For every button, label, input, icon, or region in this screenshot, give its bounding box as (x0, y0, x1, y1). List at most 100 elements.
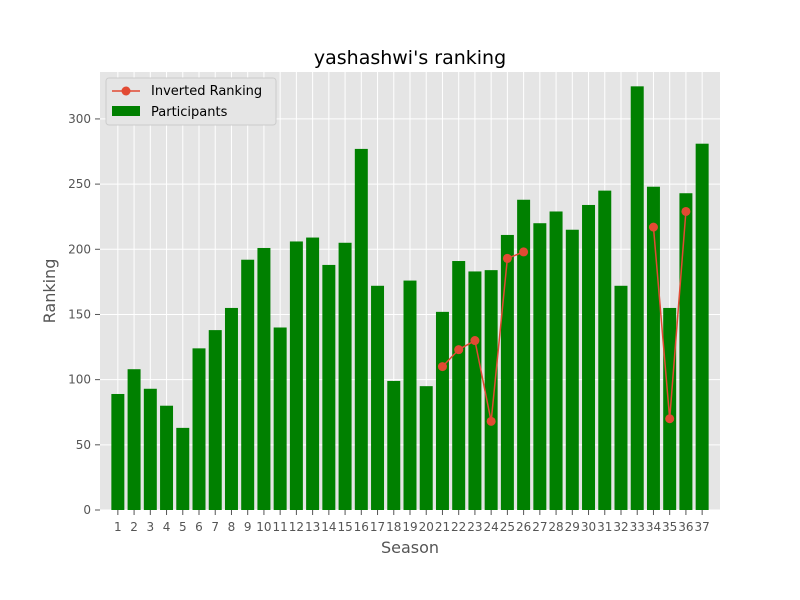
x-tick-label: 31 (597, 520, 612, 534)
x-tick-label: 1 (114, 520, 122, 534)
y-tick-label: 50 (76, 438, 91, 452)
bar (371, 285, 385, 510)
bar (354, 148, 368, 511)
bar (192, 348, 206, 510)
bar (484, 270, 498, 510)
bar (403, 280, 417, 510)
bar (582, 204, 596, 510)
bar (306, 237, 320, 510)
bar (598, 190, 612, 510)
y-tick-label: 100 (68, 373, 91, 387)
bar (111, 393, 125, 510)
y-tick-label: 250 (68, 177, 91, 191)
legend-bar-swatch (112, 106, 140, 116)
x-tick-label: 10 (256, 520, 271, 534)
bar (273, 327, 287, 510)
x-tick-label: 29 (565, 520, 580, 534)
bar (468, 271, 482, 510)
line-series (437, 206, 691, 426)
bar (387, 380, 401, 510)
legend: Inverted Ranking Participants (105, 77, 277, 126)
line-point (648, 222, 658, 232)
bar (452, 261, 466, 510)
bar (338, 242, 352, 510)
x-tick-label: 16 (354, 520, 369, 534)
x-tick-label: 25 (500, 520, 515, 534)
line-point (519, 247, 529, 257)
line-point (470, 336, 480, 346)
bar (224, 307, 238, 510)
x-tick-label: 34 (646, 520, 661, 534)
x-tick-label: 12 (289, 520, 304, 534)
x-tick-label: 23 (467, 520, 482, 534)
bar (289, 241, 303, 510)
x-tick-label: 19 (402, 520, 417, 534)
x-tick-label: 20 (419, 520, 434, 534)
bar (630, 86, 644, 510)
line-point (486, 416, 496, 426)
x-tick-label: 24 (484, 520, 499, 534)
x-tick-label: 14 (321, 520, 336, 534)
line-point (665, 414, 675, 424)
bar (695, 143, 709, 511)
bar (322, 264, 336, 510)
x-tick-label: 15 (337, 520, 352, 534)
x-tick-label: 3 (146, 520, 154, 534)
bar (160, 405, 174, 510)
bar (419, 386, 433, 510)
line-point (681, 206, 691, 216)
bar (679, 193, 693, 510)
line-point (502, 253, 512, 263)
x-tick-label: 27 (532, 520, 547, 534)
bar (127, 369, 141, 510)
x-tick-label: 35 (662, 520, 677, 534)
x-tick-label: 4 (163, 520, 171, 534)
x-tick-label: 13 (305, 520, 320, 534)
bar (500, 234, 514, 511)
bar (241, 259, 255, 510)
x-tick-label: 2 (130, 520, 138, 534)
x-tick-label: 5 (179, 520, 187, 534)
line-point (437, 362, 447, 372)
x-tick-label: 32 (613, 520, 628, 534)
x-tick-label: 18 (386, 520, 401, 534)
x-axis-label: Season (381, 538, 439, 557)
y-axis-label: Ranking (40, 259, 59, 324)
bar (565, 229, 579, 510)
x-tick-label: 22 (451, 520, 466, 534)
bar (663, 307, 677, 510)
y-axis: 0 50 100 150 200 250 300 (68, 112, 100, 517)
bar (176, 427, 190, 510)
bar (549, 211, 563, 510)
line-point (454, 345, 464, 355)
bar (614, 285, 628, 510)
x-tick-label: 17 (370, 520, 385, 534)
x-tick-label: 28 (548, 520, 563, 534)
x-tick-label: 11 (273, 520, 288, 534)
x-axis: 1 2 3 4 5 6 7 8 9 10 11 12 13 14 15 16 17 18 19 20 21 22 23 24 2… (114, 510, 710, 534)
x-tick-label: 7 (211, 520, 219, 534)
x-tick-label: 36 (678, 520, 693, 534)
bar (435, 311, 449, 510)
chart-title: yashashwi's ranking (314, 47, 506, 69)
legend-marker-swatch (121, 86, 131, 96)
x-tick-label: 6 (195, 520, 203, 534)
bar (533, 223, 547, 510)
x-tick-label: 21 (435, 520, 450, 534)
y-tick-label: 200 (68, 242, 91, 256)
bar (143, 388, 157, 510)
x-tick-label: 8 (228, 520, 236, 534)
bar (208, 330, 222, 510)
x-tick-label: 9 (244, 520, 252, 534)
x-tick-label: 30 (581, 520, 596, 534)
y-tick-label: 0 (83, 503, 91, 517)
y-tick-label: 300 (68, 112, 91, 126)
bar (517, 199, 531, 510)
legend-label-bar: Participants (151, 105, 228, 120)
bars (111, 86, 709, 511)
legend-label-line: Inverted Ranking (151, 84, 262, 99)
legend-box (105, 77, 277, 126)
bar (257, 247, 271, 510)
y-tick-label: 150 (68, 307, 91, 321)
